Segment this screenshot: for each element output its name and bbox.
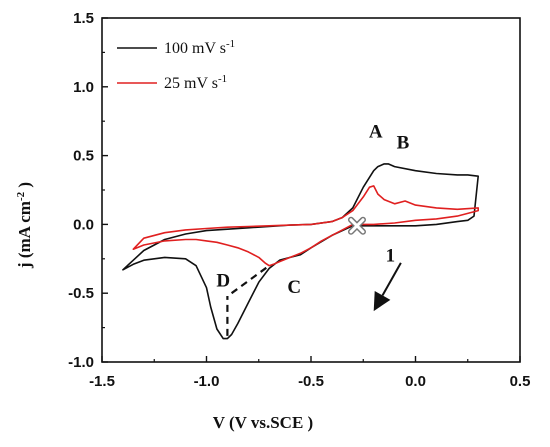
annotation-C: C [287,277,301,298]
y-tick-label: -1.0 [68,354,94,371]
x-tick-label: 0.0 [405,373,426,390]
legend: 100 mV s-1 25 mV s-1 [117,38,235,92]
annotation-A: A [369,122,383,143]
x-tick-label: -1.5 [89,373,115,390]
y-tick-label: 0.0 [73,216,94,233]
x-tick-label: -1.0 [194,373,220,390]
y-tick-label: 1.5 [73,10,94,27]
series-layer [122,163,480,340]
legend-label: 100 mV s-1 [164,38,235,57]
legend-label: 25 mV s-1 [164,73,227,92]
x-axis-ticks: -1.5 -1.0 -0.5 0.0 0.5 [89,356,530,390]
series-line-1 [122,163,480,340]
plot-frame [101,17,521,363]
annotation-D: D [216,270,230,291]
annotation-B: B [397,133,410,154]
y-axis-title: j (mA cm-2 ) [15,182,34,269]
dashed-guide-line [230,264,270,295]
y-tick-label: 1.0 [73,79,94,96]
annotation-1: 1 [386,246,396,267]
x-axis-title: V (V vs.SCE ) [213,413,313,432]
y-tick-label: -0.5 [68,285,94,302]
scan-direction-arrow-shaft [381,262,402,296]
series-line-2 [132,185,480,267]
y-axis-ticks: -1.0 -0.5 0.0 0.5 1.0 1.5 [68,10,108,371]
scan-start-x-marker-inner [349,218,365,234]
x-tick-label: -0.5 [298,373,324,390]
plot-border [101,17,521,363]
scan-markers [347,216,402,312]
x-tick-label: 0.5 [510,373,531,390]
dashed-guides [226,264,270,336]
y-tick-label: 0.5 [73,148,94,165]
peak-annotations: AB C D 1 [216,122,409,298]
scan-direction-arrow-head [373,290,391,312]
